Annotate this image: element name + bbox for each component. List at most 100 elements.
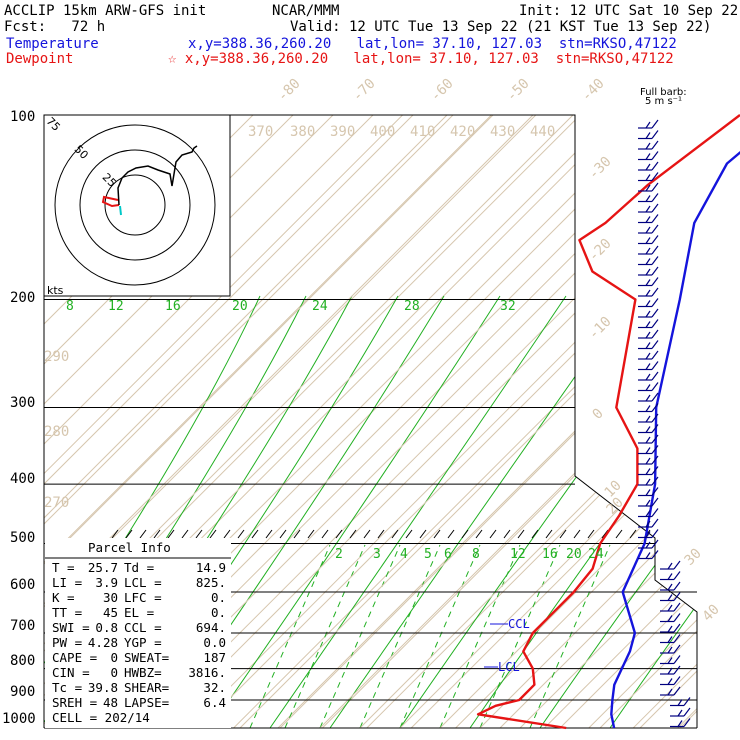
ccl-label: CCL — [508, 617, 530, 631]
wind-barb-half — [645, 310, 651, 318]
wind-barb-flag — [651, 266, 659, 276]
wind-barb-flag — [651, 182, 659, 192]
freezing-hatch — [615, 529, 623, 539]
isotherm-line — [366, 115, 697, 728]
isotherm-line — [410, 115, 697, 728]
parcel-info-field: 0 — [110, 665, 118, 680]
wind-barb-half — [645, 436, 651, 444]
wind-barb-half — [645, 268, 651, 276]
wind-barb-flag — [651, 424, 659, 433]
mixing-ratio-label: 32 — [500, 299, 516, 314]
wind-barb-flag — [651, 445, 659, 454]
freezing-hatch — [433, 529, 441, 539]
freezing-hatch — [517, 529, 525, 539]
mixing-ratio-label: 12 — [510, 547, 526, 562]
parcel-info-field: 0.0 — [203, 635, 226, 650]
wind-barb-flag — [651, 476, 659, 486]
wind-barb-half — [667, 604, 673, 612]
freezing-hatch — [237, 529, 245, 539]
parcel-info-field: CIN = — [52, 665, 90, 680]
parcel-info-field: 694. — [196, 620, 226, 635]
parcel-info-panel: Parcel Info T = 25.7 Td = 14.9 LI = 3.9 LCL = 8… — [45, 538, 231, 728]
moist-adiabat-line — [209, 295, 501, 728]
mixing-ratio-label: 2 — [335, 547, 343, 562]
profile-series — [476, 114, 740, 730]
moist-adiabat-line — [269, 295, 567, 728]
isotherm-line — [677, 115, 697, 728]
hodograph-trace-low — [119, 205, 122, 216]
mixing-ratio-label: 8 — [66, 299, 74, 314]
parcel-info-field: 6.4 — [203, 695, 226, 710]
mixing-ratio-line — [284, 544, 366, 728]
freezing-hatch — [209, 529, 217, 539]
wind-barb-half — [645, 132, 651, 139]
wind-barb-half — [645, 300, 651, 307]
hodograph — [43, 114, 231, 297]
wind-barb-half — [677, 720, 683, 727]
mixing-ratio-label: 16 — [542, 547, 558, 562]
wind-barb-half — [645, 352, 651, 360]
isotherm-line — [188, 115, 697, 728]
parcel-info-field: 0.8 — [95, 620, 118, 635]
mixing-ratio-label: 28 — [404, 299, 420, 314]
wind-barb-flag — [673, 623, 681, 633]
mixing-ratio-line — [529, 544, 611, 728]
parcel-info-field: 187 — [203, 650, 226, 665]
parcel-info-field: 48 — [103, 695, 118, 710]
wind-barb-half — [645, 520, 651, 528]
mixing-ratio-line — [359, 544, 441, 728]
parcel-info-field: 14.9 — [196, 560, 226, 575]
wind-barb-half — [645, 394, 651, 402]
theta-label: 390 — [330, 124, 355, 140]
adiabat-line — [44, 115, 561, 728]
mixing-ratio-line — [399, 544, 481, 728]
freezing-hatch — [335, 529, 343, 539]
wind-barb-flag — [651, 277, 659, 286]
mixing-ratio-label: 24 — [588, 547, 604, 562]
hodograph-ring — [79, 149, 191, 261]
wind-barb-half — [645, 184, 651, 192]
isotherm-label: 0 — [590, 406, 607, 423]
parcel-info-field: 39.8 — [88, 680, 118, 695]
isotherm-label: 30 — [682, 546, 705, 569]
freezing-hatch — [629, 529, 637, 539]
parcel-info-field: EL = — [124, 605, 154, 620]
freezing-hatch — [559, 529, 567, 539]
hodograph-box — [43, 114, 231, 297]
freezing-hatch — [363, 529, 371, 539]
wind-barb-flag — [651, 140, 659, 150]
wind-barb-half — [645, 405, 651, 412]
wind-barb-half — [645, 510, 651, 517]
wind-barb-half — [645, 289, 651, 297]
theta-label: 380 — [290, 124, 315, 140]
isotherm-line — [544, 115, 697, 728]
parcel-info-field: CCL = — [124, 620, 162, 635]
freezing-hatch — [349, 529, 357, 539]
wind-barb-flag — [683, 707, 691, 717]
pressure-tick-500: 500 — [10, 530, 35, 546]
freezing-hatch — [475, 529, 483, 539]
pressure-tick-100: 100 — [10, 109, 35, 125]
freezing-hatch — [307, 529, 315, 539]
dewpoint-info: ☆ x,y=388.36,260.20 lat,lon= 37.10, 127.… — [168, 51, 674, 67]
mixing-ratio-label: 12 — [108, 299, 124, 314]
wind-barb-half — [645, 363, 651, 370]
freezing-hatch — [153, 529, 161, 539]
freezing-hatch — [125, 529, 133, 539]
mixing-ratio-line — [439, 544, 521, 728]
parcel-info-field: 0. — [211, 590, 226, 605]
wind-barb-half — [667, 636, 673, 643]
parcel-info-field: LCL = — [124, 575, 162, 590]
wind-barb-flag — [651, 403, 659, 412]
wind-barb-half — [667, 562, 673, 570]
wind-barb-half — [645, 258, 651, 265]
isotherm-label: 40 — [700, 602, 723, 625]
wind-barb-half — [677, 709, 683, 717]
mixing-ratio-line — [249, 544, 331, 728]
isotherm-label: -20 — [586, 236, 615, 265]
freezing-hatch — [223, 529, 231, 539]
wind-barb-flag — [651, 340, 659, 349]
isotherm-label: -60 — [428, 76, 457, 105]
header-init: Init: 12 UTC Sat 10 Sep 22 — [519, 3, 738, 19]
